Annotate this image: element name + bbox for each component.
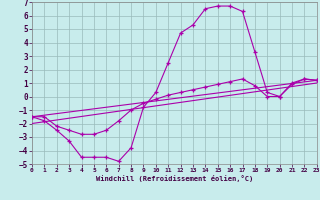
X-axis label: Windchill (Refroidissement éolien,°C): Windchill (Refroidissement éolien,°C) xyxy=(96,175,253,182)
